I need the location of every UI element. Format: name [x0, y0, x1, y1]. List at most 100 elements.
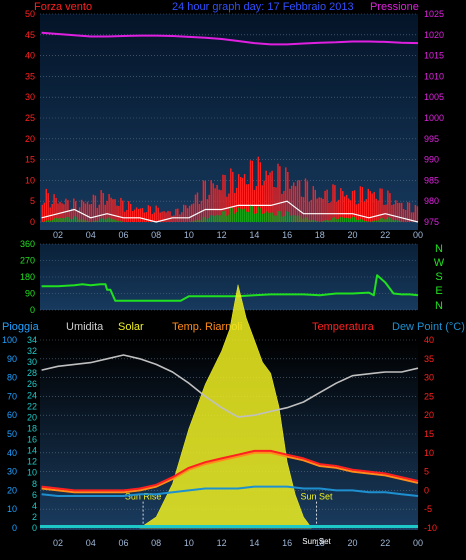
x-tick-label: 04: [86, 538, 96, 548]
avg-bar: [399, 221, 400, 222]
avg-bar: [83, 220, 84, 222]
avg-bar: [81, 219, 82, 222]
avg-bar: [214, 216, 215, 222]
gust-bar: [376, 199, 377, 222]
avg-bar: [193, 221, 194, 222]
avg-bar: [99, 221, 100, 223]
x-tick-label: 06: [118, 538, 128, 548]
avg-bar: [246, 212, 247, 222]
wind-tick-label: 5: [30, 196, 35, 206]
avg-bar: [328, 221, 329, 223]
avg-bar: [244, 209, 245, 222]
avg-bar: [118, 221, 119, 222]
avg-bar: [197, 220, 198, 222]
gust-bar: [317, 199, 318, 222]
temp-tick-label: 40: [424, 335, 434, 345]
avg-bar: [297, 215, 298, 222]
pressure-tick-label: 995: [424, 134, 439, 144]
gust-bar: [132, 211, 133, 222]
avg-bar: [87, 221, 88, 222]
rain-baseline: [40, 525, 418, 528]
avg-bar: [299, 216, 300, 222]
gust-bar: [112, 199, 113, 222]
avg-bar: [350, 219, 351, 223]
avg-bar: [63, 218, 64, 222]
avg-bar: [191, 222, 192, 223]
avg-bar: [354, 217, 355, 222]
avg-bar: [366, 221, 367, 222]
avg-bar: [383, 220, 384, 223]
avg-bar: [303, 219, 304, 222]
gust-bar: [305, 178, 306, 222]
avg-bar: [120, 221, 121, 222]
avg-bar: [326, 220, 327, 222]
temp-tick-label: 25: [424, 391, 434, 401]
humidity-tick-label: 12: [27, 457, 37, 467]
gust-bar: [87, 202, 88, 222]
avg-bar: [332, 218, 333, 222]
humidity-tick-label: 20: [27, 412, 37, 422]
rain-tick-label: 10: [7, 504, 17, 514]
avg-bar: [48, 220, 49, 222]
gust-bar: [340, 188, 341, 222]
gust-bar: [53, 194, 54, 222]
x-tick-label: 02: [53, 538, 63, 548]
gust-bar: [187, 208, 188, 222]
humidity-tick-label: 18: [27, 423, 37, 433]
temp-tick-label: -5: [424, 504, 432, 514]
avg-bar: [281, 217, 282, 222]
humidity-tick-label: 34: [27, 335, 37, 345]
avg-bar: [224, 211, 225, 222]
avg-bar: [334, 217, 335, 222]
avg-bar: [295, 216, 296, 222]
rain-tick-label: 70: [7, 391, 17, 401]
avg-bar: [356, 220, 357, 222]
x-tick-label: 22: [380, 538, 390, 548]
avg-bar: [85, 221, 86, 222]
avg-bar: [234, 214, 235, 222]
gust-bar: [299, 180, 300, 222]
avg-bar: [336, 219, 337, 222]
gust-bar: [338, 200, 339, 222]
avg-bar: [381, 218, 382, 222]
pressure-tick-label: 1010: [424, 71, 444, 81]
gust-bar: [334, 185, 335, 222]
humidity-tick-label: 10: [27, 468, 37, 478]
humidity-tick-label: 2: [32, 512, 37, 522]
avg-bar: [95, 221, 96, 222]
avg-bar: [112, 219, 113, 222]
avg-bar: [209, 218, 210, 222]
sunset-label: Sun Set: [301, 492, 334, 502]
avg-bar: [305, 217, 306, 222]
x-tick-label: 08: [151, 230, 161, 240]
avg-bar: [195, 220, 196, 222]
avg-bar: [395, 220, 396, 222]
gust-bar: [142, 208, 143, 222]
avg-bar: [242, 209, 243, 222]
gust-bar: [126, 210, 127, 222]
gust-bar: [389, 193, 390, 222]
gust-bar: [185, 205, 186, 222]
gust-bar: [183, 205, 184, 222]
avg-bar: [53, 218, 54, 222]
gust-bar: [156, 206, 157, 222]
temp-tick-label: 35: [424, 354, 434, 364]
x-tick-label: 08: [151, 538, 161, 548]
temp-tick-label: 10: [424, 448, 434, 458]
rain-tick-label: 60: [7, 410, 17, 420]
avg-bar: [108, 218, 109, 222]
avg-bar: [248, 212, 249, 222]
wind-tick-label: 0: [30, 217, 35, 227]
avg-bar: [207, 219, 208, 222]
wind-tick-label: 30: [25, 92, 35, 102]
gust-bar: [205, 181, 206, 222]
gust-bar: [85, 204, 86, 222]
temp-tick-label: 15: [424, 429, 434, 439]
gust-bar: [138, 209, 139, 222]
avg-bar: [376, 221, 377, 222]
avg-bar: [289, 216, 290, 222]
gust-bar: [167, 211, 168, 222]
avg-bar: [205, 217, 206, 222]
avg-bar: [293, 215, 294, 222]
avg-bar: [79, 220, 80, 223]
